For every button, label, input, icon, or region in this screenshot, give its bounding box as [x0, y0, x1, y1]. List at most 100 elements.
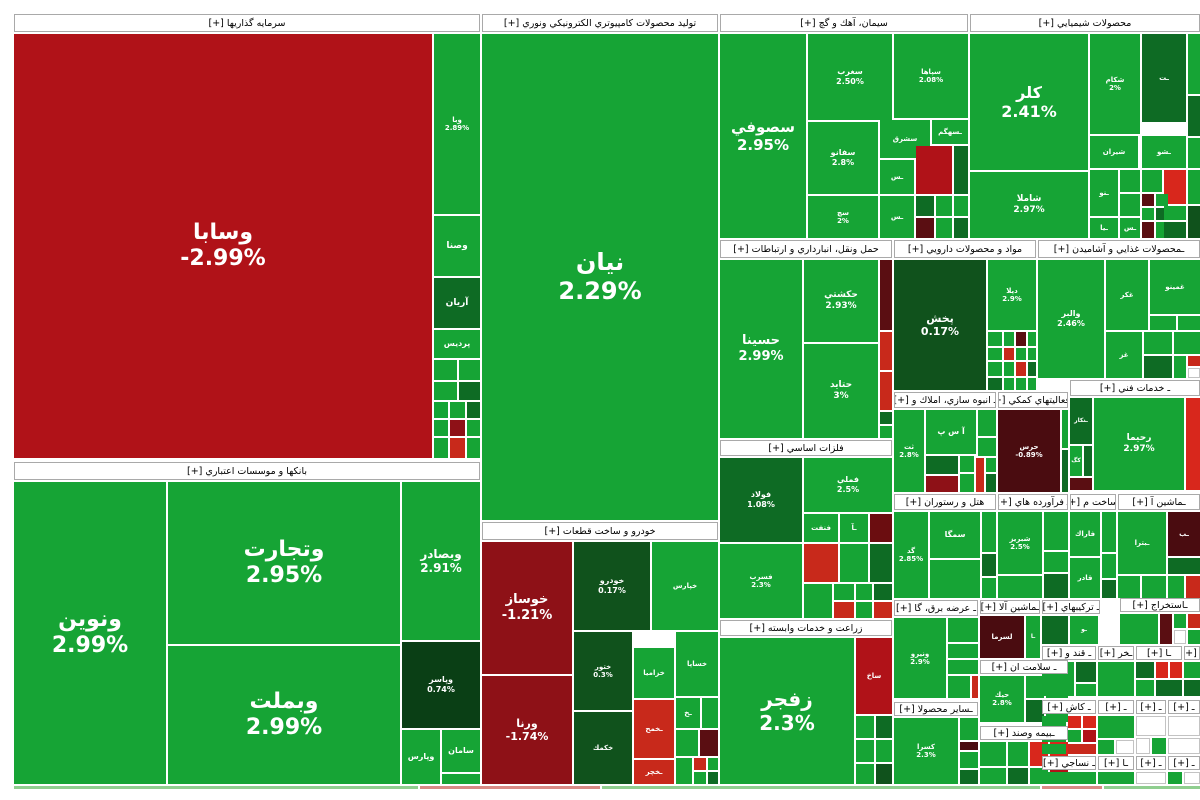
stock-tile[interactable]	[1044, 552, 1068, 572]
stock-tile[interactable]	[960, 770, 978, 784]
sector-header-sugar[interactable]: ـ قند و [+]	[1042, 646, 1096, 660]
sector-header-compounds[interactable]: ـ تركيبهاي [+]	[1042, 600, 1100, 614]
stock-tile[interactable]	[1184, 772, 1200, 784]
sector-header-khr[interactable]: ـخر [+]	[1098, 646, 1134, 660]
stock-tile[interactable]	[1156, 194, 1168, 206]
stock-tile[interactable]	[1070, 478, 1092, 490]
stock-tile[interactable]	[1120, 170, 1140, 192]
stock-tile[interactable]	[1136, 680, 1154, 696]
stock-tile-auto-2[interactable]: خودرو 0.17%	[574, 542, 650, 630]
stock-tile[interactable]	[926, 476, 958, 492]
sector-header-machinery-b[interactable]: ـماشين آلا [+]	[980, 600, 1040, 614]
stock-tile-cement-4[interactable]: سچ 2%	[808, 196, 878, 238]
stock-tile-computer-electronics-0[interactable]: نيان 2.29%	[482, 34, 718, 520]
stock-tile[interactable]	[1144, 332, 1172, 354]
stock-tile[interactable]	[434, 420, 448, 436]
stock-tile[interactable]	[980, 742, 1006, 766]
sector-header-computer-electronics[interactable]: توليد محصولات كامپيوتري الكترونيكي ونوري…	[482, 14, 718, 32]
stock-tile[interactable]	[880, 332, 892, 370]
stock-tile[interactable]	[1174, 332, 1200, 354]
stock-tile-food-0[interactable]: والبر 2.46%	[1038, 260, 1104, 378]
stock-tile[interactable]	[1028, 332, 1036, 346]
sector-header-banks[interactable]: بانكها و موسسات اعتباري [+]	[14, 462, 480, 480]
stock-tile[interactable]	[1136, 738, 1150, 754]
stock-tile-investments-1[interactable]: وبا 2.89%	[434, 34, 480, 214]
stock-tile[interactable]	[1184, 680, 1200, 696]
stock-tile[interactable]	[676, 730, 698, 756]
stock-tile-auto-9[interactable]: ـخچر	[634, 760, 674, 784]
stock-tile-cement-1[interactable]: سغرب 2.50%	[808, 34, 892, 120]
stock-tile[interactable]	[1062, 450, 1068, 492]
stock-tile[interactable]	[1168, 716, 1200, 736]
sector-header-misc-b[interactable]: ـ [+]	[1098, 700, 1134, 714]
stock-tile-auto-7[interactable]: ـخمح	[634, 700, 674, 758]
stock-tile-auto-6[interactable]: خساپا	[676, 632, 718, 696]
stock-tile-metals-1[interactable]: فملي 2.5%	[804, 458, 892, 512]
stock-tile[interactable]	[978, 438, 996, 456]
sector-header-misc-d[interactable]: ـ [+]	[1136, 756, 1166, 770]
stock-tile-real-estate-0[interactable]: ثت 2.8%	[894, 410, 924, 492]
stock-tile[interactable]	[988, 362, 1002, 376]
stock-tile[interactable]	[1118, 576, 1140, 598]
stock-tile[interactable]	[876, 716, 892, 738]
stock-tile[interactable]	[856, 602, 872, 618]
stock-tile[interactable]	[954, 146, 968, 194]
sector-header-financial-aux[interactable]: ـ فعاليتهاي كمكي [+]	[998, 392, 1068, 408]
stock-tile[interactable]	[1042, 744, 1066, 754]
sector-header-other-products[interactable]: ـساير محصولا [+]	[894, 702, 978, 716]
stock-tile[interactable]	[988, 378, 1002, 390]
stock-tile[interactable]	[1156, 680, 1182, 696]
sector-header-food[interactable]: ـمحصولات غذايي و آشاميدن [+]	[1038, 240, 1200, 258]
stock-tile-machinery-b-0[interactable]: لسرما	[980, 616, 1024, 658]
stock-tile[interactable]	[1150, 316, 1176, 330]
stock-tile[interactable]	[960, 456, 974, 472]
stock-tile[interactable]	[434, 402, 448, 418]
stock-tile[interactable]	[834, 584, 854, 600]
stock-tile-technical-services-2[interactable]: ـنكار	[1070, 398, 1092, 444]
stock-tile[interactable]	[450, 438, 465, 458]
stock-tile[interactable]	[926, 456, 958, 474]
stock-tile-cement-5[interactable]: سشرق	[880, 120, 930, 158]
stock-tile[interactable]	[1142, 222, 1154, 238]
stock-tile[interactable]	[1004, 362, 1014, 376]
stock-tile-hotels-0[interactable]: گد 2.85%	[894, 512, 928, 598]
stock-tile-cement-8[interactable]: ـس	[880, 196, 914, 238]
stock-tile[interactable]	[876, 764, 892, 784]
stock-tile[interactable]	[936, 196, 952, 216]
stock-tile[interactable]	[880, 426, 892, 438]
stock-tile[interactable]	[948, 660, 978, 674]
stock-tile[interactable]	[1142, 170, 1162, 192]
stock-tile-machinery-a-1[interactable]: ـب	[1168, 512, 1200, 556]
stock-tile[interactable]	[840, 544, 868, 582]
stock-tile-chemicals-7[interactable]: ـيا	[1090, 218, 1118, 238]
stock-tile-food-2[interactable]: غمينو	[1150, 260, 1200, 314]
stock-tile[interactable]	[916, 146, 952, 194]
stock-tile-cement-0[interactable]: سصوفي 2.95%	[720, 34, 806, 238]
stock-tile[interactable]	[874, 584, 892, 600]
stock-tile[interactable]	[954, 218, 968, 238]
stock-tile[interactable]	[467, 438, 480, 458]
stock-tile[interactable]	[986, 474, 996, 492]
stock-tile-chemicals-6[interactable]: ـنو	[1090, 170, 1118, 216]
stock-tile[interactable]	[1178, 316, 1200, 330]
stock-tile[interactable]	[1188, 630, 1200, 644]
stock-tile-power-gas-0[interactable]: ونيرو 2.9%	[894, 618, 946, 698]
sector-header-misc-white-b[interactable]: ـ [+]	[1168, 700, 1200, 714]
stock-tile-agriculture-1[interactable]: ساخ	[856, 638, 892, 714]
stock-tile[interactable]	[1142, 194, 1154, 206]
stock-tile-cement-6[interactable]: ـسهگم	[932, 120, 968, 144]
stock-tile[interactable]	[708, 758, 718, 770]
sector-header-cement[interactable]: سيمان، آهك و گچ [+]	[720, 14, 968, 32]
stock-tile[interactable]	[1068, 716, 1081, 728]
stock-tile[interactable]	[1016, 362, 1026, 376]
stock-tile[interactable]	[1028, 378, 1036, 390]
stock-tile[interactable]	[467, 420, 480, 436]
stock-tile-chemicals-2[interactable]: شكام 2%	[1090, 34, 1140, 134]
sector-header-tiles-ceramics[interactable]: ـ كاش [+]	[1042, 700, 1096, 714]
sector-header-technical-services[interactable]: ـ خدمات فني [+]	[1070, 380, 1200, 396]
stock-tile-banks-0[interactable]: ونوين 2.99%	[14, 482, 166, 784]
stock-tile[interactable]	[834, 602, 854, 618]
stock-tile-chemicals-4[interactable]: شيران	[1090, 136, 1138, 168]
stock-tile-investments-2[interactable]: وصنا	[434, 216, 480, 276]
stock-tile-technical-services-3[interactable]: كگ	[1070, 446, 1082, 476]
